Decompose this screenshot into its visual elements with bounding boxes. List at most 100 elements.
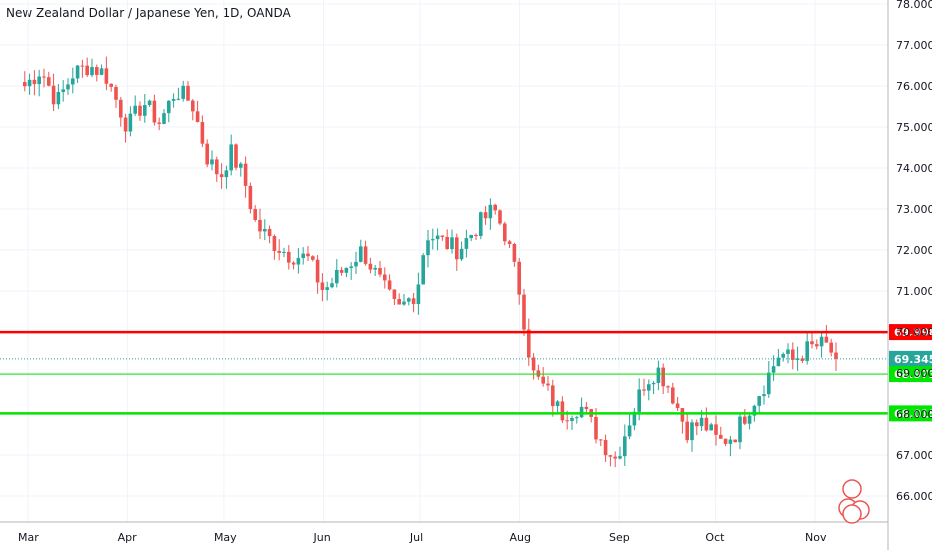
candle-body [478,212,483,237]
candle-body [56,91,61,105]
candle-body [133,105,137,114]
candle-body [315,259,320,283]
price-badge-69.998 [889,324,932,341]
y-tick-label: 69.000 [896,367,932,380]
candle-body [142,105,147,116]
candle-body [584,406,589,410]
candle-body [114,86,118,100]
y-tick-label: 74.000 [896,162,932,175]
y-tick-label: 78.000 [896,0,932,11]
candle-body [210,159,214,165]
x-tick-label: Jun [313,531,331,544]
candle-body [286,251,291,263]
candle-body [162,113,166,124]
event-marker-icon [842,504,862,524]
candle-body [262,228,267,232]
candle-body [75,65,80,79]
candle-body [469,234,473,239]
y-tick-label: 71.000 [896,285,932,298]
candle-body [555,401,560,407]
candle-body [805,341,809,361]
candle-body [310,256,315,260]
candle-layer [22,56,838,468]
y-tick-label: 75.000 [896,121,932,134]
candle-body [411,298,416,305]
price-badge-68.015 [889,405,932,422]
candle-body [94,67,99,75]
candle-body [642,389,646,391]
candle-body [675,403,680,409]
candle-body [766,372,771,395]
candle-body [738,416,742,443]
candle-body [51,85,56,105]
event-icons-layer [838,479,870,524]
candle-body [579,406,584,418]
candle-body [699,417,704,427]
candle-body [378,267,382,275]
candle-body [166,100,171,114]
candle-body [61,89,65,92]
candle-body [363,246,368,264]
candle-body [99,68,104,75]
candle-body [810,341,814,345]
candle-body [344,267,349,273]
candle-body [171,99,176,101]
candle-body [277,250,281,253]
y-tick-label: 76.000 [896,80,932,93]
candle-body [574,417,579,419]
candle-body [27,79,32,87]
y-tick-label: 77.000 [896,39,932,52]
candle-body [790,349,795,360]
candle-body [157,122,161,124]
grid-layer [0,0,888,522]
candle-body [334,269,339,284]
candle-body [238,163,243,168]
candle-body [680,408,685,422]
candle-body [219,174,224,178]
candle-body [718,434,723,439]
candle-body [632,411,637,426]
candle-body [253,209,257,220]
x-tick-label: Mar [18,531,39,544]
candle-body [646,384,651,391]
horizontal-lines-layer: 69.998 69.345 68.973 68.015 [0,324,932,422]
candle-body [66,84,70,90]
candle-body [661,367,665,387]
candle-body [742,416,747,424]
candle-body [800,358,805,361]
candle-body [402,301,406,305]
candle-body [85,65,89,76]
candle-body [824,336,829,343]
candle-body [181,85,185,99]
candle-body [186,85,190,101]
candle-body [70,78,75,85]
candle-body [771,366,776,373]
candle-body [522,294,526,330]
candle-body [440,235,445,237]
candle-body [598,439,603,441]
candle-body [459,248,464,260]
candle-body [234,144,238,168]
x-tick-label: May [214,531,237,544]
candle-body [781,353,785,358]
candle-body [80,65,85,67]
x-tick-label: Sep [609,531,630,544]
candle-body [517,261,521,295]
candle-body [421,255,425,285]
candle-body [651,382,656,385]
candle-body [714,424,718,435]
candle-body [627,425,632,437]
candle-body [224,170,229,178]
candle-body [435,235,440,240]
candle-body [814,344,819,347]
candle-body [493,204,497,211]
candle-body [757,396,761,406]
candle-body [498,210,502,224]
candle-body [570,417,574,421]
candle-body [546,383,550,386]
y-tick-label: 70.000 [896,326,932,339]
candle-body [488,204,493,219]
candle-body [272,236,277,251]
candle-body [190,100,195,112]
